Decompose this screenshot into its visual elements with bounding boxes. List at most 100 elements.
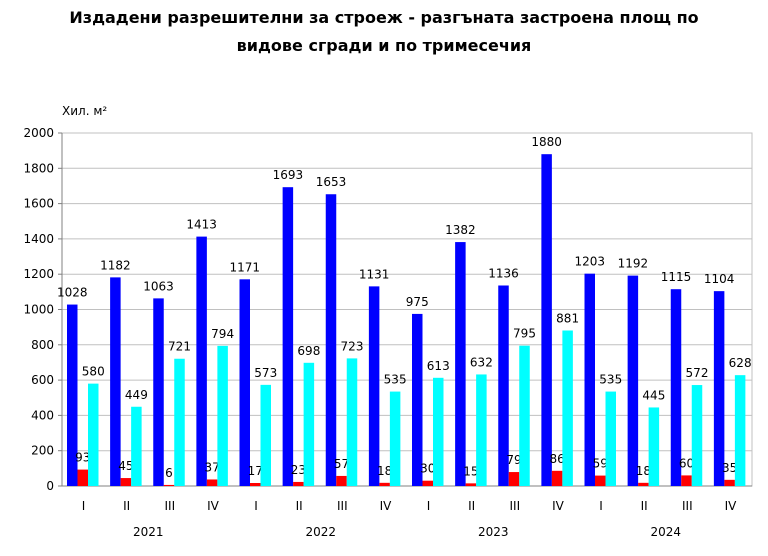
x-tick-label: I — [599, 499, 603, 513]
bar-series-2 — [465, 483, 477, 486]
data-label-series-1: 1171 — [229, 260, 260, 274]
year-label: 2023 — [478, 525, 509, 539]
data-label-series-3: 572 — [686, 366, 709, 380]
bar-series-1 — [282, 187, 294, 487]
bar-series-1 — [455, 242, 466, 486]
data-label-series-1: 1136 — [488, 266, 519, 280]
x-tick-label: I — [82, 499, 86, 513]
y-tick-label: 0 — [46, 479, 54, 493]
data-label-series-3: 449 — [125, 388, 148, 402]
y-tick-label: 1600 — [23, 197, 54, 211]
x-tick-label: III — [165, 499, 176, 513]
data-label-series-1: 1115 — [661, 270, 692, 284]
bar-series-1 — [110, 277, 121, 486]
x-tick-label: IV — [380, 499, 393, 513]
x-tick-label: II — [296, 499, 303, 513]
y-tick-label: 400 — [31, 408, 54, 422]
data-label-series-2: 35 — [722, 461, 737, 475]
data-label-series-3: 445 — [642, 388, 665, 402]
year-label: 2021 — [133, 525, 164, 539]
bar-series-2 — [206, 479, 218, 486]
x-tick-label: II — [123, 499, 130, 513]
bar-series-3 — [217, 345, 228, 486]
bar-series-2 — [595, 475, 606, 486]
data-label-series-1: 1131 — [359, 267, 390, 281]
bar-series-3 — [389, 391, 401, 486]
data-label-series-2: 86 — [549, 452, 564, 466]
data-label-series-3: 535 — [384, 373, 407, 387]
bar-series-2 — [681, 475, 692, 486]
bar-series-1 — [670, 289, 682, 486]
bar-series-2 — [120, 478, 132, 486]
x-tick-label: II — [468, 499, 475, 513]
bar-series-1 — [541, 154, 552, 486]
data-label-series-1: 975 — [406, 295, 429, 309]
data-label-series-1: 1880 — [531, 135, 562, 149]
x-tick-label: II — [641, 499, 648, 513]
data-label-series-2: 79 — [506, 453, 521, 467]
data-label-series-1: 1063 — [143, 279, 174, 293]
chart-title-line1: Издадени разрешителни за строеж - разгън… — [69, 8, 699, 27]
bar-series-1 — [412, 313, 423, 486]
bar-series-3 — [648, 407, 660, 486]
bar-series-2 — [551, 470, 563, 486]
data-label-series-3: 580 — [82, 365, 105, 379]
data-label-series-3: 794 — [211, 327, 234, 341]
bar-series-2 — [77, 469, 88, 486]
bar-series-3 — [605, 391, 616, 486]
y-tick-label: 800 — [31, 338, 54, 352]
x-tick-label: IV — [725, 499, 738, 513]
data-label-series-2: 18 — [377, 464, 392, 478]
bar-series-1 — [713, 291, 725, 486]
data-label-series-2: 57 — [334, 457, 349, 471]
data-label-series-2: 23 — [291, 463, 306, 477]
data-label-series-3: 632 — [470, 355, 493, 369]
bar-series-2 — [724, 479, 735, 486]
y-tick-label: 1000 — [23, 303, 54, 317]
bar-series-3 — [519, 345, 530, 486]
bar-series-2 — [638, 482, 649, 486]
data-label-series-1: 1693 — [273, 168, 304, 182]
bar-series-2 — [163, 484, 175, 486]
data-label-series-3: 881 — [556, 312, 579, 326]
y-tick-label: 2000 — [23, 126, 54, 140]
x-tick-label: III — [337, 499, 348, 513]
bar-series-3 — [734, 375, 746, 486]
y-axis-label: Хил. м² — [62, 104, 107, 118]
data-label-series-2: 60 — [679, 456, 694, 470]
bar-series-1 — [325, 194, 337, 487]
y-tick-label: 1800 — [23, 161, 54, 175]
data-label-series-1: 1192 — [618, 257, 649, 271]
bar-series-1 — [67, 304, 78, 486]
data-label-series-1: 1104 — [704, 272, 735, 286]
data-label-series-2: 59 — [593, 457, 608, 471]
bar-series-1 — [498, 285, 509, 486]
bar-series-3 — [476, 374, 487, 486]
data-label-series-1: 1203 — [574, 255, 605, 269]
data-label-series-1: 1653 — [316, 175, 347, 189]
data-label-series-1: 1182 — [100, 258, 131, 272]
data-label-series-2: 6 — [165, 466, 173, 480]
data-label-series-2: 30 — [420, 462, 435, 476]
data-label-series-3: 535 — [599, 373, 622, 387]
x-tick-label: I — [427, 499, 431, 513]
data-label-series-3: 613 — [427, 359, 450, 373]
data-label-series-1: 1028 — [57, 286, 88, 300]
data-label-series-2: 17 — [248, 464, 263, 478]
data-label-series-2: 15 — [463, 464, 478, 478]
bar-series-2 — [422, 480, 433, 486]
bar-series-3 — [691, 385, 703, 486]
bar-series-3 — [346, 358, 358, 486]
chart-title-line2: видове сгради и по тримесечия — [236, 36, 532, 55]
data-label-series-3: 573 — [254, 366, 277, 380]
bar-series-1 — [584, 273, 595, 486]
bar-series-2 — [336, 475, 347, 486]
bar-series-2 — [293, 481, 304, 486]
data-label-series-1: 1413 — [186, 218, 217, 232]
bar-series-2 — [508, 472, 520, 486]
data-label-series-3: 628 — [729, 356, 752, 370]
y-tick-label: 200 — [31, 444, 54, 458]
x-tick-label: IV — [207, 499, 220, 513]
bar-series-3 — [174, 358, 185, 486]
